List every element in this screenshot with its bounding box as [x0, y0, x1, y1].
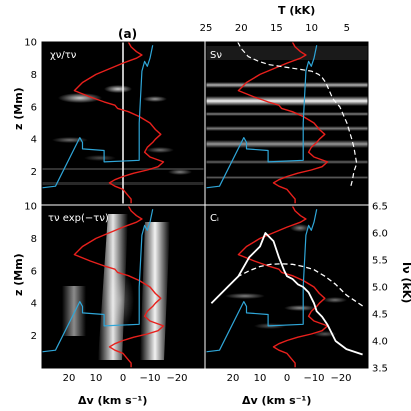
- t-tick-label: 15: [270, 23, 283, 34]
- x-tick-label-right: 20: [227, 373, 240, 384]
- panel-tr-texture: [206, 46, 368, 179]
- panel-tl-label: χν/τν: [50, 50, 77, 61]
- i-tick-label: 5.0: [372, 283, 388, 294]
- z-tick-label-top: 4: [31, 135, 37, 146]
- panel-bl-label: τν exp(−τν): [48, 213, 109, 224]
- velocity-curve-bl: [42, 209, 154, 353]
- i-tick-label: 4.0: [372, 337, 388, 348]
- i-tick-label: 5.5: [372, 256, 388, 267]
- panel-br-curves: [206, 206, 363, 368]
- x-tick-label-right: −10: [303, 373, 324, 384]
- panel-br-label: Cᵢ: [210, 213, 219, 224]
- top-axis-label: T (kK): [278, 4, 315, 17]
- x-tick-label-right: 10: [254, 373, 267, 384]
- x-tick-label-left: −10: [139, 373, 160, 384]
- panel-tl-curves: [42, 42, 165, 204]
- panel-tr-frame: [205, 41, 369, 205]
- velocity-curve-br: [206, 209, 318, 353]
- panel-tl-frame: [41, 41, 205, 205]
- i-tick-label: 6.0: [372, 229, 388, 240]
- left-ylabel-top: z (Mm): [12, 87, 25, 130]
- i-tick-label: 6.5: [372, 202, 388, 213]
- i-tick-label: 4.5: [372, 310, 388, 321]
- z-tick-label-bottom: 2: [31, 331, 37, 342]
- z-tick-label-bottom: 4: [31, 299, 37, 310]
- tau-unity-curve-bl: [73, 206, 165, 368]
- velocity-curve-tr: [206, 45, 318, 189]
- t-tick-label: 25: [200, 23, 213, 34]
- panel-label: (a): [118, 27, 137, 41]
- z-tick-label-bottom: 6: [31, 266, 37, 277]
- i-tick-label: 3.5: [372, 364, 388, 375]
- panel-tr-background: [206, 42, 368, 204]
- left-ylabel-bottom: z (Mm): [12, 253, 25, 296]
- x-tick-label-left: −20: [166, 373, 187, 384]
- temperature-curve: [237, 42, 358, 188]
- xlabel-right: Δv (km s⁻¹): [242, 394, 311, 407]
- z-tick-label-top: 8: [31, 70, 37, 81]
- z-tick-label-bottom: 10: [24, 202, 37, 213]
- x-tick-label-left: 20: [63, 373, 76, 384]
- panel-bl-curves: [42, 206, 165, 368]
- z-tick-label-top: 6: [31, 102, 37, 113]
- profile-curve: [210, 232, 363, 356]
- tau-unity-curve-tl: [73, 42, 165, 204]
- xlabel-left: Δv (km s⁻¹): [78, 394, 147, 407]
- tau-unity-curve-tr: [237, 42, 329, 204]
- velocity-curve-tl: [42, 45, 154, 189]
- z-tick-label-top: 2: [31, 167, 37, 178]
- x-tick-label-left: 0: [120, 373, 126, 384]
- x-tick-label-right: −20: [330, 373, 351, 384]
- t-tick-label: 20: [235, 23, 248, 34]
- panel-tr-curves: [206, 42, 358, 204]
- axis-ticks: 2 2 4 4 6 6 8 8 10 10 20 20 10 10 0 0 −10 −10 −20 −20 25 20 15…: [24, 23, 388, 384]
- x-tick-label-left: 10: [90, 373, 103, 384]
- x-tick-label-right: 0: [284, 373, 290, 384]
- panel-bl-texture: [62, 214, 170, 360]
- t-tick-label: 5: [344, 23, 350, 34]
- z-tick-label-bottom: 8: [31, 234, 37, 245]
- z-tick-label-top: 10: [24, 38, 37, 49]
- panel-tr-label: Sν: [210, 50, 222, 61]
- right-ylabel: Iν (kK): [400, 262, 411, 303]
- t-tick-label: 10: [305, 23, 318, 34]
- panel-br-background: [206, 206, 368, 368]
